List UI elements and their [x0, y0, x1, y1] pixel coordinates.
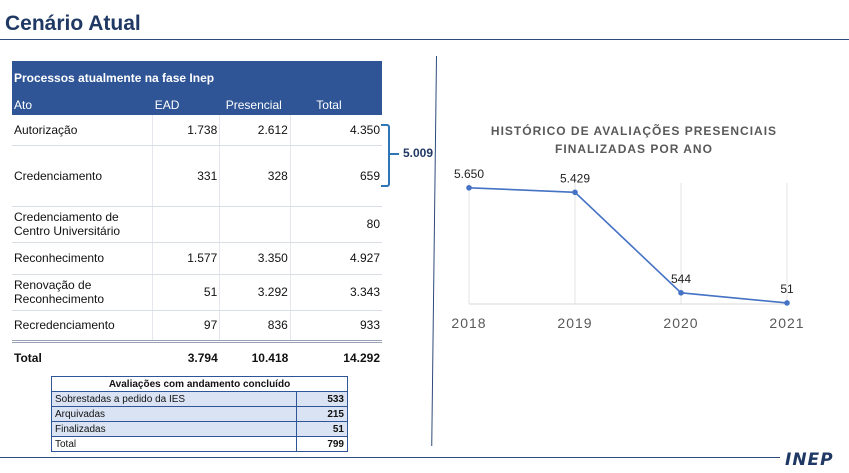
cell-ato: Recredenciamento: [12, 310, 153, 342]
x-tick-label: 2021: [769, 315, 804, 331]
data-label: 5.429: [560, 171, 590, 185]
header-total: Total: [290, 94, 382, 115]
cell-ead: 1.577: [152, 242, 220, 275]
footer-divider: [0, 457, 780, 458]
page-title: Cenário Atual: [5, 12, 141, 35]
header-ato: Ato: [12, 94, 153, 115]
title-divider: [0, 39, 849, 40]
data-point: [678, 290, 684, 296]
cell-total: 4.927: [289, 242, 382, 275]
cell-ead: [152, 206, 220, 243]
processes-table: Processos atualmente na fase Inep Ato EA…: [12, 61, 382, 373]
cell-presencial: 328: [219, 145, 291, 207]
cell-total: 80: [289, 206, 382, 243]
header-ead: EAD: [152, 94, 220, 115]
table-row: Reconhecimento 1.577 3.350 4.927: [12, 242, 382, 275]
table-total-row: Total 3.794 10.418 14.292: [12, 339, 382, 373]
cell-ato: Credenciamento: [12, 145, 153, 207]
cell-presencial: [219, 206, 291, 243]
cell-ato: Renovação de Reconhecimento: [12, 274, 153, 311]
cell-presencial: 3.350: [219, 242, 291, 275]
concluded-value: 533: [296, 391, 348, 407]
table-row: Arquivadas 215: [51, 406, 348, 422]
table-caption-row: Processos atualmente na fase Inep: [12, 61, 382, 94]
vertical-divider: [431, 56, 437, 446]
cell-ead: 331: [152, 145, 220, 207]
table-row: Autorização 1.738 2.612 4.350: [12, 115, 382, 146]
table-row: Credenciamento 331 328 659: [12, 145, 382, 207]
cell-ead: 97: [152, 310, 220, 342]
cell-total: 4.350: [289, 115, 382, 146]
data-point: [784, 300, 790, 306]
cell-presencial: 3.292: [219, 274, 291, 311]
sum-brace: [381, 124, 390, 187]
chart-title-line-2: FINALIZADAS POR ANO: [555, 142, 713, 156]
cell-total: 933: [289, 310, 382, 342]
concluded-label: Arquivadas: [51, 406, 297, 422]
concluded-value: 51: [296, 421, 348, 437]
concluded-label: Sobrestadas a pedido da IES: [51, 391, 297, 407]
data-point: [466, 184, 472, 191]
evaluations-line-chart: HISTÓRICO DE AVALIAÇÕES PRESENCIAIS FINA…: [451, 123, 804, 331]
sum-brace-tip: [389, 153, 399, 155]
inep-logo: INEP: [785, 450, 834, 470]
total-ead: 3.794: [152, 339, 220, 373]
header-presencial: Presencial: [219, 94, 291, 115]
table-header-row: Ato EAD Presencial Total: [12, 94, 382, 115]
cell-ato: Autorização: [12, 115, 153, 146]
cell-presencial: 2.612: [219, 115, 291, 146]
cell-ato: Credenciamento de Centro Universitário: [12, 206, 153, 243]
total-presencial: 10.418: [219, 339, 291, 373]
concluded-table: Avaliações com andamento concluído Sobre…: [51, 376, 348, 452]
brace-sum-value: 5.009: [403, 146, 434, 160]
total-label: Total: [12, 339, 153, 373]
data-point: [572, 189, 578, 196]
cell-ead: 1.738: [152, 115, 220, 146]
x-tick-label: 2019: [557, 315, 592, 331]
cell-total: 659: [289, 145, 382, 207]
table-row: Finalizadas 51: [51, 421, 348, 437]
total-total: 14.292: [290, 339, 382, 373]
concluded-label: Finalizadas: [51, 421, 297, 437]
table-caption: Processos atualmente na fase Inep: [12, 61, 382, 94]
data-label: 51: [780, 282, 794, 296]
concluded-label: Total: [51, 436, 297, 452]
table-row: Recredenciamento 97 836 933: [12, 310, 382, 342]
table-row: Renovação de Reconhecimento 51 3.292 3.3…: [12, 274, 382, 311]
data-label: 544: [671, 272, 691, 286]
cell-presencial: 836: [219, 310, 291, 342]
concluded-value: 799: [296, 436, 348, 452]
data-label: 5.650: [454, 167, 484, 181]
concluded-caption-row: Avaliações com andamento concluído: [51, 376, 348, 392]
concluded-caption: Avaliações com andamento concluído: [51, 376, 348, 392]
table-row: Sobrestadas a pedido da IES 533: [51, 391, 348, 407]
cell-ato: Reconhecimento: [12, 242, 153, 275]
chart-title-line-1: HISTÓRICO DE AVALIAÇÕES PRESENCIAIS: [491, 123, 777, 138]
cell-total: 3.343: [289, 274, 382, 311]
x-tick-label: 2018: [451, 315, 486, 331]
series-line: [468, 186, 788, 304]
concluded-value: 215: [296, 406, 348, 422]
table-row: Credenciamento de Centro Universitário 8…: [12, 206, 382, 243]
cell-ead: 51: [152, 274, 220, 311]
table-row: Total 799: [51, 436, 348, 452]
x-tick-label: 2020: [663, 315, 698, 331]
